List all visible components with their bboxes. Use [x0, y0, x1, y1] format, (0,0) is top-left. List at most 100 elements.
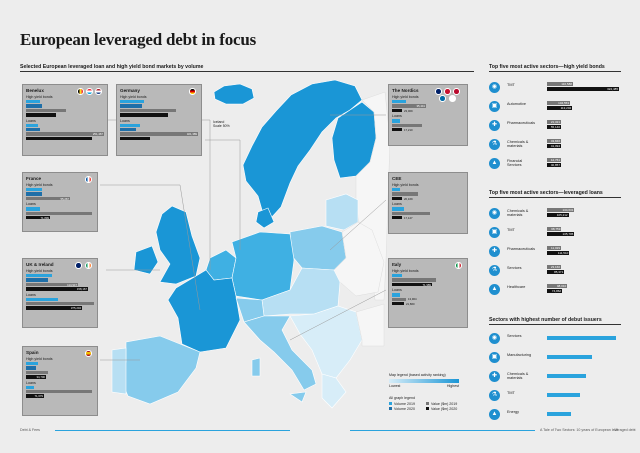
sector-value-2019-bar: 11,029 [547, 246, 561, 250]
ll-volume-2019-bar [392, 119, 400, 123]
sector-label: Services [507, 334, 522, 338]
hy-label: High yield bonds [120, 95, 147, 99]
ll-value-2020-bar: 71,679 [26, 394, 44, 399]
ll-label: Loans [392, 288, 402, 293]
panel-france: France High yield bonds 55,267 Loans 71,… [22, 172, 98, 232]
hy-volume-2019-bar [120, 100, 144, 104]
bar-value: 321,389 [186, 132, 197, 137]
footer-rule-right [350, 430, 535, 431]
bar-value: 98,010 [556, 283, 567, 288]
bar-value: 71,679 [34, 394, 43, 399]
bar-value: 68,759 [551, 226, 561, 231]
sector-row: ◉ Chemicals & materials 134,631 105,212 [489, 208, 621, 222]
sector-row: ▲ Energy [489, 409, 621, 423]
ll-value-2020-bar: 21,860 [392, 302, 415, 306]
hy-divider [489, 71, 621, 72]
luxembourg-flag-icon [86, 88, 93, 95]
debut-divider [489, 324, 621, 325]
ll-label: Loans [392, 114, 402, 119]
sicily [289, 391, 307, 403]
page-number: 15 [614, 428, 618, 432]
balkans [289, 305, 363, 379]
hy-value-2019-bar [26, 370, 48, 375]
bar-value: 17,127 [404, 215, 413, 220]
sector-value-2020-bar: 111,510 [547, 251, 570, 255]
sector-value-2020-bar: 135,795 [547, 232, 575, 236]
hy-volume-2019-bar [26, 362, 38, 366]
bar-value: 134,631 [562, 207, 574, 212]
panel-title: Benelux [26, 88, 44, 93]
panel-benelux: Benelux High yield bonds Loans 251,467 [22, 84, 108, 156]
ll-value-2019-bar: 251,467 [26, 132, 104, 136]
panel-germany: Germany High yield bonds Loans 321,389 [116, 84, 202, 156]
sweden-flag-icon [439, 95, 446, 102]
bar-value: 40,857 [550, 162, 560, 167]
panel-nordics: The Nordics High yield bonds 35,441 23,0… [388, 84, 468, 146]
ireland [133, 245, 159, 275]
sector-icon: ▣ [489, 352, 500, 363]
ll-label: Loans [26, 202, 36, 207]
great-britain [155, 205, 201, 285]
hy-value-2019-bar: 35,441 [392, 104, 426, 109]
sector-icon: ▲ [489, 409, 500, 420]
ll-volume-2019-bar [26, 385, 34, 389]
poland [289, 225, 347, 271]
france-flag-icon [85, 176, 92, 183]
bar-value: 23,160 [550, 264, 560, 269]
denmark [255, 207, 275, 229]
hy-volume-2019-bar [26, 274, 52, 278]
panel-uk-ireland: UK & Ireland High yield bonds 114,947 15… [22, 258, 98, 328]
germany [231, 231, 295, 301]
bar-value: 34,700 [36, 374, 45, 379]
ll-volume-2019-bar [26, 123, 38, 127]
sector-row: ▣ TMT 68,759 135,795 [489, 227, 621, 241]
uk-flag-icon [435, 88, 442, 95]
sector-row: ✚ Chemicals & materials [489, 371, 621, 385]
sector-icon: ◉ [489, 208, 500, 219]
sector-label: Energy [507, 410, 520, 414]
hy-volume-2019-bar [26, 188, 42, 192]
ll-volume-2019-bar [120, 123, 140, 127]
map-legend: Map legend (based activity ranking) Lowe… [389, 373, 462, 411]
hy-value-2020-bar [26, 113, 56, 117]
debut-bar [547, 374, 586, 378]
sector-value-2020-bar: 85,371 [547, 270, 565, 274]
ll-value-2020-bar [26, 136, 92, 141]
ll-sectors-title: Top five most active sectors—leveraged l… [489, 190, 603, 196]
bar-value: 322,485 [607, 86, 618, 91]
footer-left: Debt & Fees [20, 428, 40, 432]
hy-value-2019-bar [392, 192, 418, 196]
greece [321, 373, 347, 409]
hy-value-2019-bar: 55,267 [26, 197, 70, 201]
sector-value-2020-bar: 41,094 [547, 144, 561, 148]
sector-value-2019-bar: 104,553 [547, 101, 571, 105]
legend-item: Value ($m) 2020 [426, 407, 462, 411]
france [167, 269, 241, 353]
sector-icon: ✚ [489, 246, 500, 257]
bar-value: 74,862 [551, 288, 562, 293]
panel-title: Germany [120, 88, 140, 93]
sector-value-2020-bar: 40,857 [547, 163, 561, 167]
ll-value-2019-bar [392, 123, 422, 127]
sector-label: TMT [507, 228, 515, 232]
bar-value: 35,441 [416, 104, 425, 109]
sector-label: Services [507, 266, 522, 270]
sector-icon: ▲ [489, 158, 500, 169]
panel-title: CEE [392, 176, 402, 181]
germany-flag-icon [189, 88, 196, 95]
hy-volume-2019-bar [26, 100, 40, 104]
panel-title: The Nordics [392, 88, 419, 93]
ll-value-2019-bar [26, 389, 92, 394]
panel-spain: Spain High yield bonds 34,700 Loans 71,6… [22, 346, 98, 416]
sector-label: Healthcare [507, 285, 526, 289]
sector-icon: ⚗ [489, 265, 500, 276]
finland-flag-icon [449, 95, 456, 102]
ll-label: Loans [392, 202, 402, 207]
sector-value-2019-bar: 134,631 [547, 207, 575, 212]
hy-volume-2020-bar [26, 278, 48, 282]
belarus-ukraine [333, 221, 385, 297]
hy-value-2019-bar [26, 108, 66, 113]
ll-value-2019-bar [392, 211, 430, 215]
hy-value-2019-bar: 114,947 [26, 283, 78, 287]
bar-value: 21,321 [550, 119, 560, 124]
